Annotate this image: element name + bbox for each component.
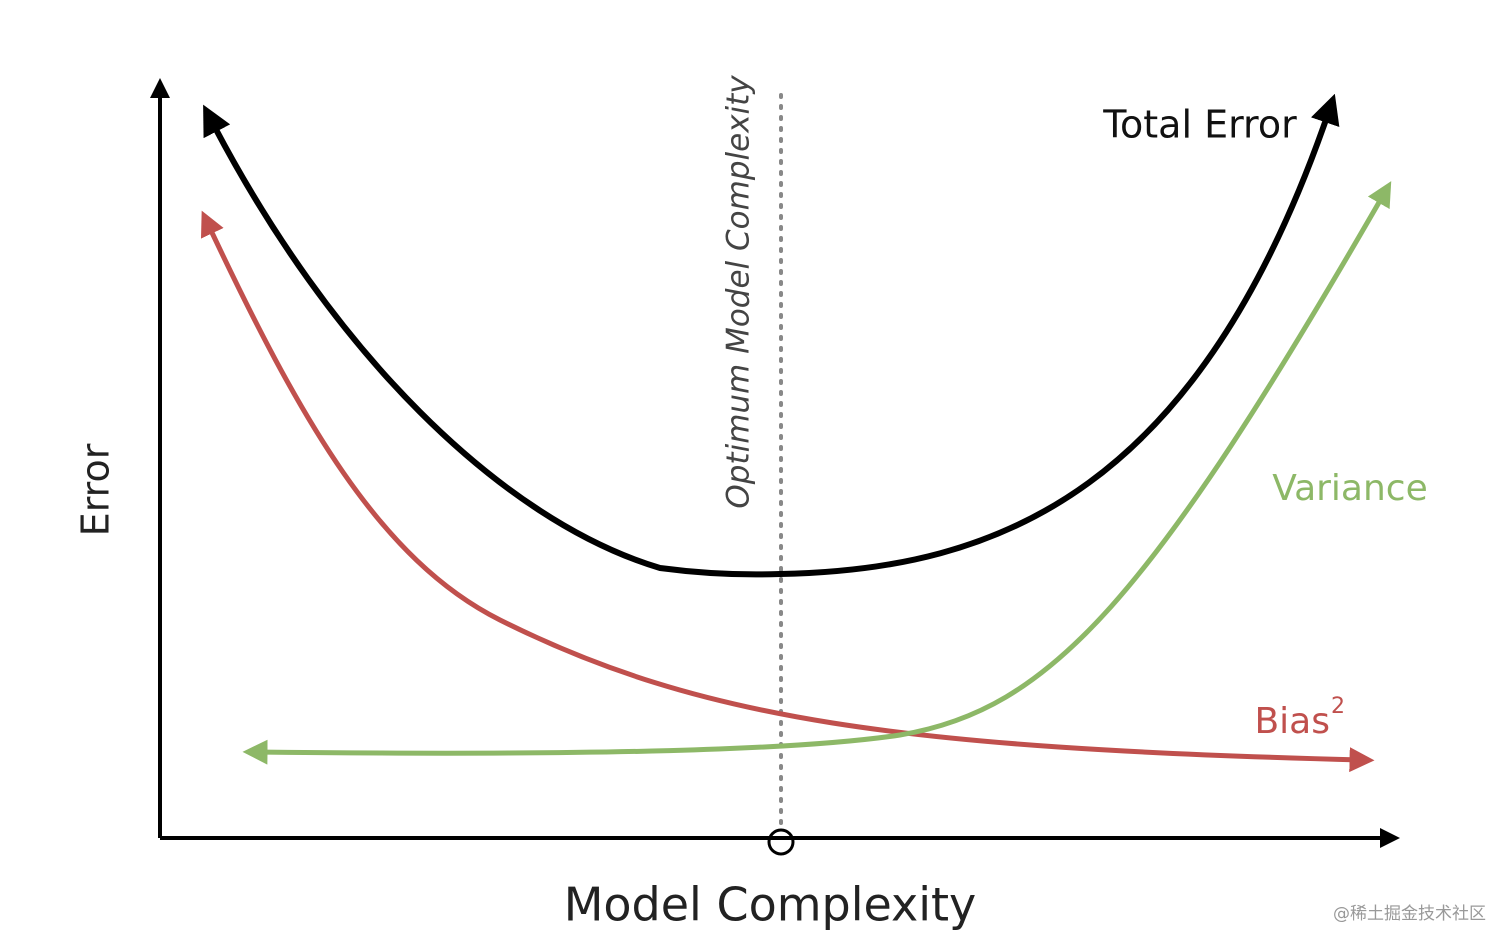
optimum-label: Optimum Model Complexity: [721, 75, 757, 509]
total-error-label: Total Error: [1102, 103, 1297, 147]
x-axis-label: Model Complexity: [564, 878, 977, 932]
total-error-curve: [203, 93, 1340, 578]
bias-curve: [201, 210, 1375, 773]
bias-label: Bias: [1254, 701, 1330, 742]
optimum-point: [767, 828, 795, 856]
variance-label: Variance: [1272, 468, 1428, 509]
watermark: @稀土掘金技术社区: [1333, 904, 1486, 924]
y-axis-label: Error: [74, 443, 118, 536]
variance-curve: [242, 181, 1392, 765]
bias-superscript: 2: [1331, 694, 1345, 719]
